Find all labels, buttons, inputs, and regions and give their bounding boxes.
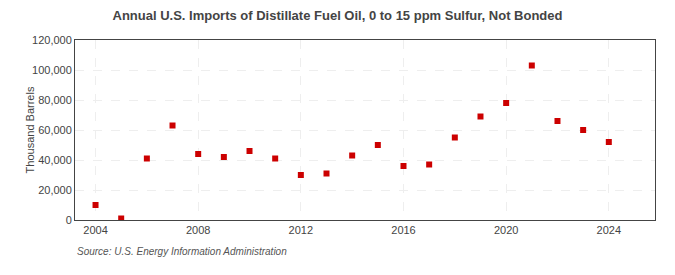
svg-text:60,000: 60,000 (38, 124, 72, 136)
svg-text:20,000: 20,000 (38, 184, 72, 196)
svg-text:2012: 2012 (289, 224, 313, 236)
svg-text:Source: U.S. Energy Informatio: Source: U.S. Energy Information Administ… (77, 246, 287, 257)
svg-text:Thousand Barrels: Thousand Barrels (24, 86, 36, 173)
svg-text:40,000: 40,000 (38, 154, 72, 166)
svg-text:2016: 2016 (391, 224, 415, 236)
svg-text:Annual U.S. Imports of Distill: Annual U.S. Imports of Distillate Fuel O… (113, 8, 563, 23)
svg-text:100,000: 100,000 (32, 64, 72, 76)
svg-text:2024: 2024 (597, 224, 621, 236)
svg-text:0: 0 (66, 214, 72, 226)
svg-text:80,000: 80,000 (38, 94, 72, 106)
svg-text:2004: 2004 (83, 224, 107, 236)
svg-text:120,000: 120,000 (32, 34, 72, 46)
svg-text:2020: 2020 (494, 224, 518, 236)
svg-text:2008: 2008 (186, 224, 210, 236)
